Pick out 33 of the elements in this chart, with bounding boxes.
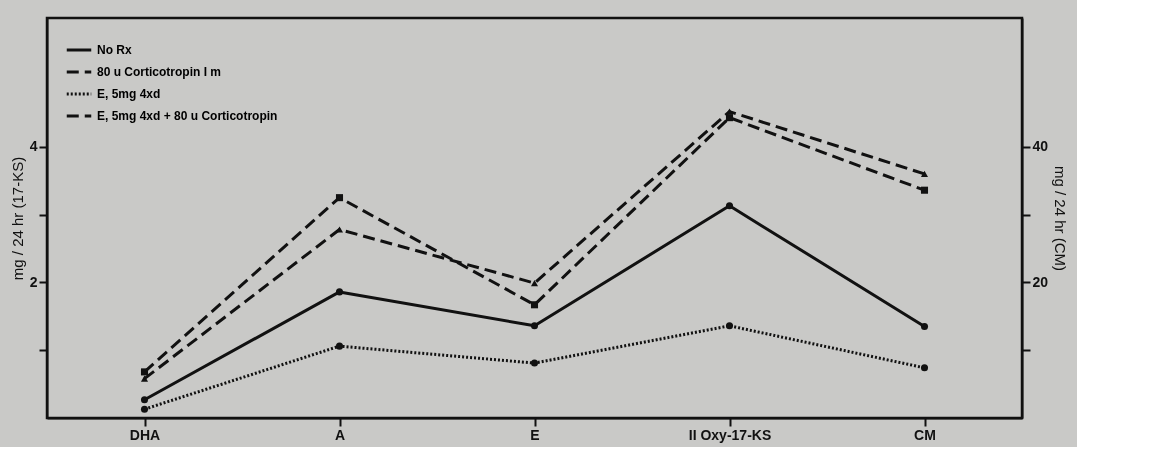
point <box>725 114 734 122</box>
y-tick-label: 4 <box>29 138 38 155</box>
legend-label: E, 5mg 4xd + 80 u Corticotropin <box>97 109 278 123</box>
point <box>140 396 149 404</box>
x-tick-label: A <box>334 426 346 443</box>
x-tick-label: II Oxy-17-KS <box>688 426 772 443</box>
point <box>920 186 929 194</box>
point <box>530 301 539 309</box>
point <box>530 359 539 367</box>
point <box>920 364 929 372</box>
x-tick-label: DHA <box>129 426 161 443</box>
y-tick-label: 2 <box>29 273 38 290</box>
point <box>920 322 929 330</box>
point <box>920 170 929 177</box>
point <box>335 194 344 202</box>
y2-tick-label: 20 <box>1032 273 1049 290</box>
legend-label: No Rx <box>97 43 132 57</box>
x-tick-label: CM <box>914 426 936 443</box>
point <box>530 280 539 287</box>
legend-label: 80 u Corticotropin I m <box>97 65 222 79</box>
point <box>530 322 539 330</box>
x-tick-label: E <box>530 426 540 443</box>
point <box>725 202 734 210</box>
point <box>140 368 149 376</box>
point <box>140 405 149 413</box>
y2-axis-title: mg / 24 hr (CM) <box>1052 165 1070 272</box>
point <box>335 342 344 350</box>
point <box>335 288 344 296</box>
legend-label: E, 5mg 4xd <box>97 87 161 101</box>
point <box>725 322 734 330</box>
y2-tick-label: 40 <box>1032 138 1049 155</box>
y-axis-title: mg / 24 hr (17-KS) <box>8 156 26 281</box>
point <box>140 375 149 382</box>
